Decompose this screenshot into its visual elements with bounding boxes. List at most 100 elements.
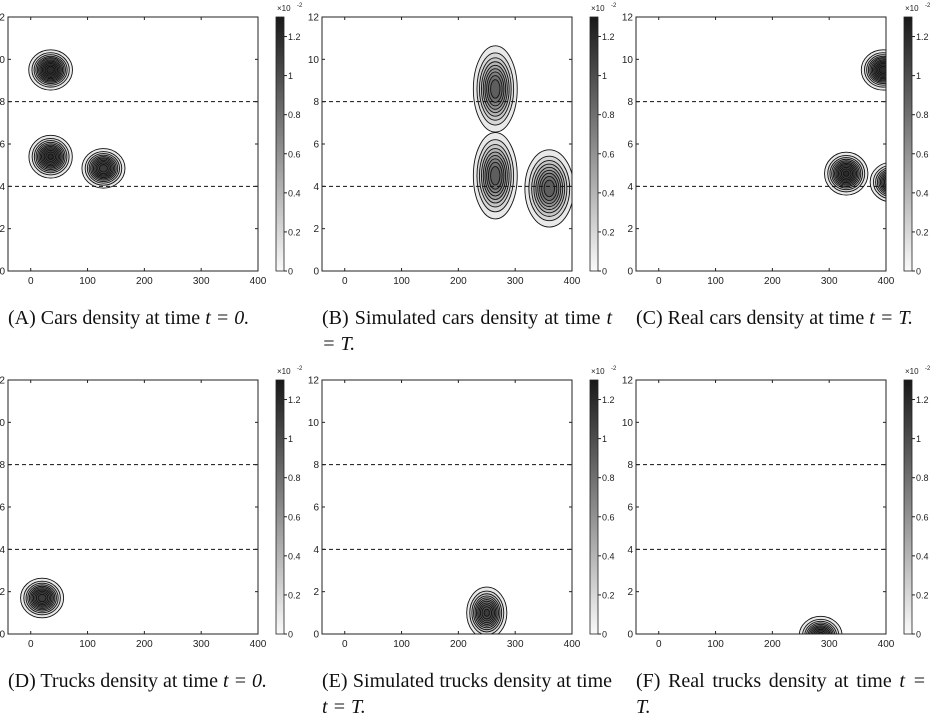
contour-level-peak-3 xyxy=(885,179,886,185)
colorbar-tick-label: 0.6 xyxy=(916,512,929,522)
x-tick-label: 0 xyxy=(342,639,348,650)
colorbar-tick-label: 0 xyxy=(916,630,921,640)
colorbar xyxy=(589,16,599,272)
x-tick-label: 0 xyxy=(342,276,348,287)
x-tick-label: 200 xyxy=(450,639,467,650)
x-tick-label: 400 xyxy=(564,639,581,650)
colorbar xyxy=(903,16,913,272)
x-tick-label: 100 xyxy=(707,639,724,650)
x-tick-label: 300 xyxy=(507,276,524,287)
contour-group xyxy=(824,49,896,202)
colorbar-tick-label: 0 xyxy=(602,630,607,640)
caption-label: (C) xyxy=(636,307,663,329)
y-tick-label: 12 xyxy=(0,376,5,387)
y-tick-label: 12 xyxy=(622,13,634,24)
x-tick-label: 300 xyxy=(821,276,838,287)
plot-background xyxy=(322,17,572,271)
y-tick-label: 12 xyxy=(308,13,320,24)
colorbar-tick-label: 0.6 xyxy=(288,149,301,159)
colorbar-tick-label: 0.6 xyxy=(602,149,615,159)
x-tick-label: 200 xyxy=(450,276,467,287)
plot-background xyxy=(636,17,886,271)
caption-math: t = T. xyxy=(869,307,913,329)
x-tick-label: 200 xyxy=(764,276,781,287)
colorbar-exponent-power: -2 xyxy=(611,3,617,9)
colorbar-tick-label: 0.6 xyxy=(916,149,929,159)
y-tick-label: 6 xyxy=(313,503,319,514)
y-tick-label: 6 xyxy=(627,503,633,514)
contour-level-peak-1 xyxy=(878,65,886,74)
caption-label: (F) xyxy=(636,670,661,692)
colorbar-exponent: ×10 xyxy=(591,367,605,376)
colorbar-tick-label: 0 xyxy=(602,267,607,277)
x-tick-label: 200 xyxy=(764,639,781,650)
y-tick-label: 0 xyxy=(0,630,5,641)
colorbar-tick-label: 1 xyxy=(288,434,293,444)
caption-a: (A) Cars density at time t = 0. xyxy=(8,305,298,331)
caption-math: t = T. xyxy=(322,696,366,718)
contour-level-peak-1 xyxy=(46,65,55,74)
x-tick-label: 300 xyxy=(193,639,210,650)
y-tick-label: 2 xyxy=(313,224,319,235)
colorbar-tick-label: 0 xyxy=(916,267,921,277)
colorbar-tick-label: 0 xyxy=(288,630,293,640)
y-tick-label: 4 xyxy=(313,545,319,556)
plot-background xyxy=(636,380,886,634)
y-tick-label: 2 xyxy=(313,587,319,598)
colorbar-tick-label: 0.6 xyxy=(602,512,615,522)
caption-label: (B) xyxy=(322,307,349,329)
panel-f: 0 100 200 300 400 0 2 4 6 8 10 12 0 0.2 0.4 0.6 0.8 1 1.2 ×… xyxy=(622,366,930,650)
y-tick-label: 0 xyxy=(313,630,319,641)
y-tick-label: 8 xyxy=(313,460,319,471)
colorbar-tick-label: 0.2 xyxy=(288,227,301,237)
panel-a: 0 100 200 300 400 0 2 4 6 8 10 12 0 0.2 0.4 0.6 0.8 1 1.2 ×… xyxy=(0,3,303,287)
caption-math: t = T. xyxy=(636,670,927,718)
x-tick-label: 400 xyxy=(564,276,581,287)
panel-e: 0 100 200 300 400 0 2 4 6 8 10 12 0 0.2 0.4 0.6 0.8 1 1.2 ×… xyxy=(308,366,617,650)
contour-level-peak-3 xyxy=(888,178,896,185)
caption-text: Real trucks density at time xyxy=(668,670,892,692)
y-tick-label: 10 xyxy=(308,418,320,429)
colorbar-tick-label: 0.4 xyxy=(602,551,615,561)
y-tick-label: 4 xyxy=(0,182,5,193)
y-tick-label: 4 xyxy=(0,545,5,556)
colorbar-tick-label: 1.2 xyxy=(288,32,301,42)
colorbar-exponent-power: -2 xyxy=(925,3,930,9)
caption-f: (F) Real trucks density at time t = T. xyxy=(636,668,926,720)
colorbar-tick-label: 0.8 xyxy=(602,110,615,120)
colorbar-exponent: ×10 xyxy=(905,367,919,376)
colorbar xyxy=(275,379,285,635)
contour-level-peak-1 xyxy=(37,593,47,603)
y-tick-label: 10 xyxy=(0,418,5,429)
colorbar-exponent: ×10 xyxy=(591,4,605,13)
colorbar-tick-label: 1.2 xyxy=(602,32,615,42)
caption-text: Simulated trucks density at time xyxy=(352,670,612,692)
colorbar-tick-label: 1.2 xyxy=(916,32,929,42)
caption-text: Real cars density at time xyxy=(667,307,865,329)
colorbar-tick-label: 0.8 xyxy=(288,110,301,120)
contour-level-peak-3 xyxy=(98,164,108,173)
panel-d: 0 100 200 300 400 0 2 4 6 8 10 12 0 0.2 0.4 0.6 0.8 1 1.2 ×… xyxy=(0,366,303,650)
colorbar-exponent-power: -2 xyxy=(611,366,617,372)
y-tick-label: 4 xyxy=(627,545,633,556)
x-tick-label: 300 xyxy=(507,639,524,650)
contour-group xyxy=(466,586,508,634)
y-tick-label: 6 xyxy=(0,140,5,151)
colorbar-tick-label: 0.4 xyxy=(288,551,301,561)
caption-text: Simulated cars density at time xyxy=(354,307,601,329)
y-tick-label: 6 xyxy=(627,140,633,151)
y-tick-label: 0 xyxy=(627,630,633,641)
colorbar-exponent: ×10 xyxy=(905,4,919,13)
contour-level-peak-3 xyxy=(883,177,886,188)
y-tick-label: 8 xyxy=(627,460,633,471)
contour-level-peak-2 xyxy=(47,153,54,160)
caption-text: Cars density at time xyxy=(40,307,201,329)
colorbar-exponent-power: -2 xyxy=(297,366,303,372)
colorbar-tick-label: 0.4 xyxy=(916,551,929,561)
y-tick-label: 10 xyxy=(622,55,634,66)
contour-level-peak-2 xyxy=(843,170,850,177)
caption-math: t = 0. xyxy=(223,670,268,692)
colorbar-tick-label: 1 xyxy=(916,71,921,81)
x-tick-label: 400 xyxy=(250,639,267,650)
